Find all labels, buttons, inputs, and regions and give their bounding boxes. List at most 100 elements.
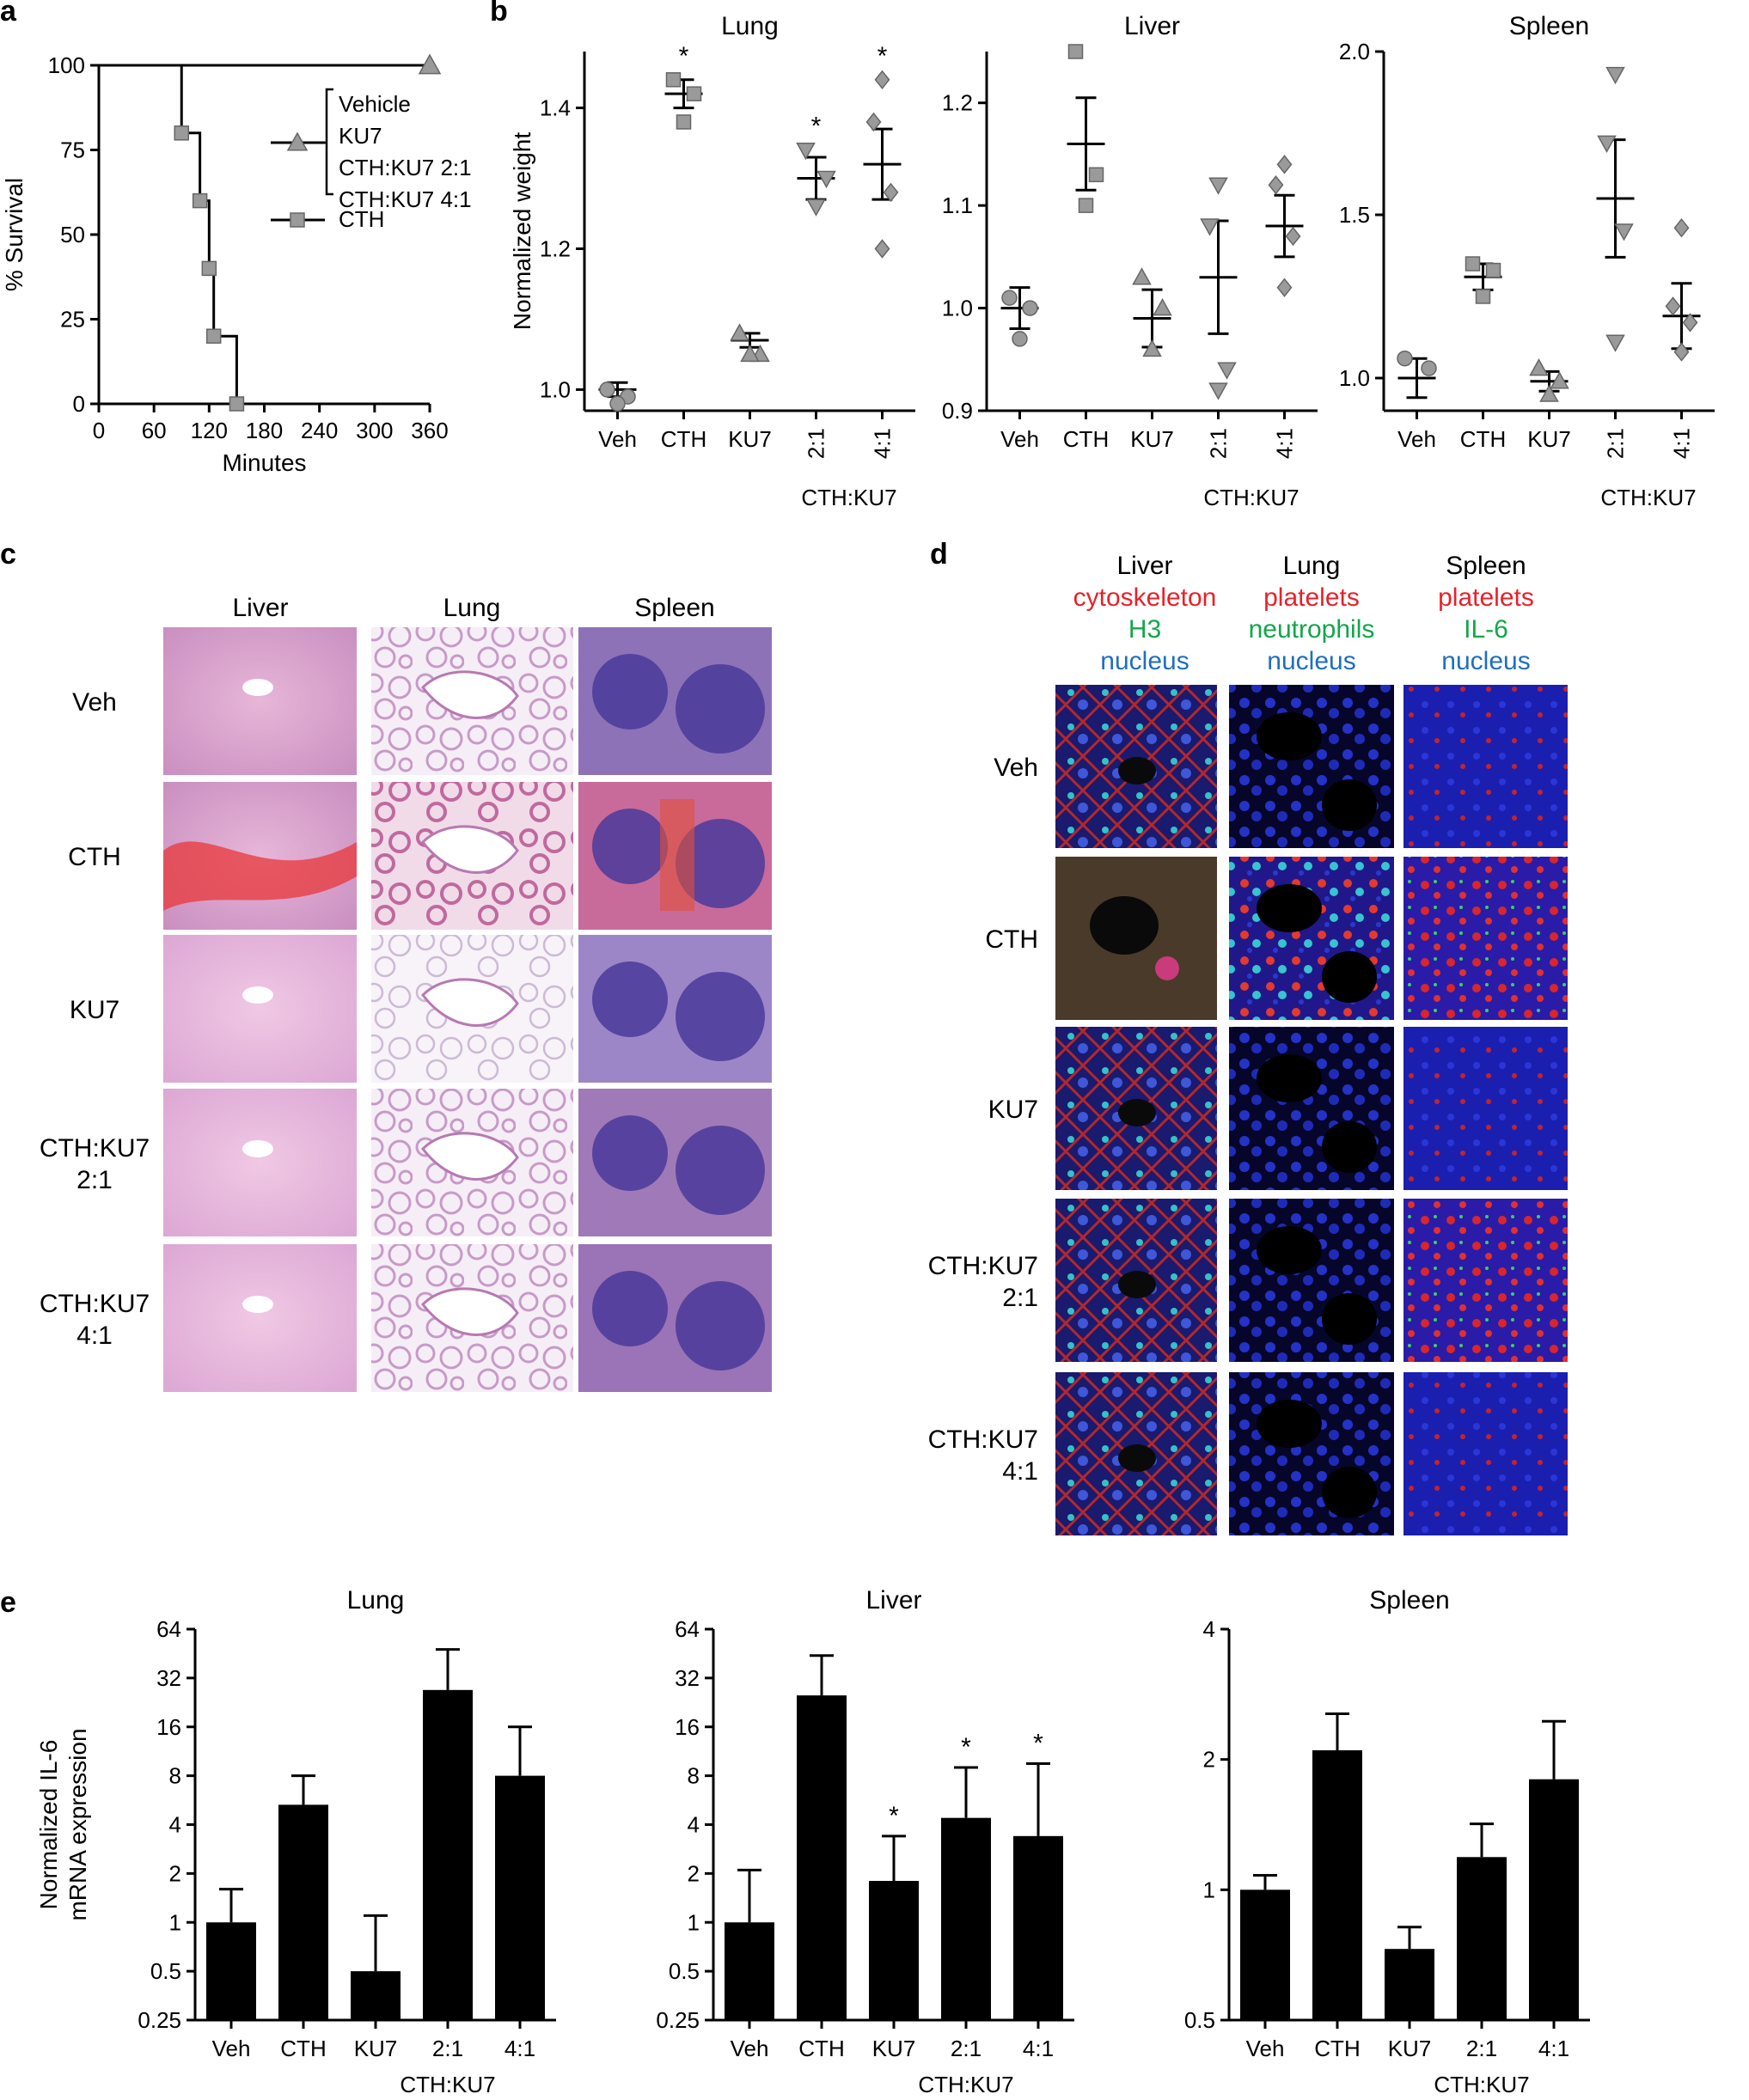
- vessel: [1090, 896, 1159, 955]
- follicle: [592, 961, 668, 1037]
- data-point: [1550, 371, 1569, 389]
- bar: [423, 1689, 473, 2020]
- y-tick-label: 32: [156, 1665, 181, 1691]
- data-point: [1397, 350, 1413, 367]
- data-point: [599, 382, 615, 398]
- hemorrhage: [163, 841, 357, 911]
- row-label: CTH:KU7: [40, 1134, 150, 1163]
- data-point: [1153, 298, 1172, 316]
- x-tick-label: KU7: [1527, 426, 1571, 452]
- y-tick-label: 16: [156, 1714, 181, 1740]
- data-point: [883, 182, 899, 203]
- bar: [941, 1817, 991, 2020]
- fluorescence-image: [1403, 685, 1568, 848]
- x-tick-label: CTH: [1460, 426, 1506, 452]
- bar: [1529, 1779, 1579, 2020]
- panel-b-weight-charts: Lung 1.0 1.2 1.4 Veh CTH * KU7 2:1 * 4:1 * CTH:KU7 No…: [509, 12, 1715, 510]
- y-tick-label: 0.5: [150, 1958, 181, 1984]
- bar: [1312, 1749, 1362, 2020]
- panel-d-col-green-liver: H3: [1128, 615, 1161, 644]
- data-point: [1067, 44, 1084, 59]
- subplot-title: Lung: [347, 1586, 405, 1615]
- y-axis-label-line: mRNA expression: [64, 1728, 91, 1920]
- x-tick-label: Veh: [598, 426, 637, 452]
- y-tick-label: 1.1: [942, 192, 973, 218]
- y-tick-label: 0.5: [669, 1958, 700, 1984]
- subplot-title: Lung: [721, 12, 779, 40]
- x-tick-label: KU7: [1130, 426, 1174, 452]
- x-tick-label: 180: [246, 418, 283, 443]
- weight-subplot-spleen: Spleen 1.0 1.5 2.0 Veh CTH KU7 2:1 4:1 CTH:KU7: [1339, 12, 1715, 510]
- panel-c-col-label-lung: Lung: [443, 594, 501, 622]
- data-point: [874, 239, 890, 259]
- data-point: [1200, 218, 1220, 236]
- panel-letter-d: d: [930, 538, 948, 571]
- x-tick-label: 4:1: [1272, 428, 1298, 459]
- x-tick-label: KU7: [1388, 2036, 1432, 2061]
- y-tick-label: 1.2: [540, 235, 571, 261]
- airspace: [1322, 1121, 1377, 1173]
- y-axis-label: Normalized weight: [509, 132, 535, 331]
- data-point: [676, 114, 692, 130]
- data-point: [665, 72, 682, 88]
- histology-image: [163, 1244, 357, 1392]
- follicle: [676, 664, 765, 754]
- subplot-title: Spleen: [1509, 12, 1589, 40]
- x-tick-label: 2:1: [951, 2036, 982, 2061]
- y-tick-label: 32: [675, 1665, 700, 1691]
- data-point: [1605, 66, 1625, 85]
- follicle: [676, 972, 765, 1061]
- airspace: [1322, 1293, 1377, 1345]
- y-tick-label: 2: [1203, 1747, 1215, 1773]
- fluorescence-image: [1403, 1199, 1568, 1362]
- data-point: [1001, 290, 1018, 306]
- x-tick-label: 4:1: [1669, 428, 1695, 459]
- group-label: CTH:KU7: [1600, 485, 1696, 510]
- histology-image: [163, 935, 357, 1083]
- data-point: [1088, 167, 1104, 183]
- significance-star: *: [679, 42, 689, 70]
- data-point: [806, 198, 826, 217]
- fluorescence-image: [1229, 685, 1394, 848]
- airspace: [1257, 712, 1322, 760]
- y-tick-label: 16: [675, 1714, 700, 1740]
- data-point: [1208, 382, 1228, 400]
- follicle: [676, 819, 765, 908]
- x-tick-label: 4:1: [870, 428, 896, 459]
- y-tick-label: 0.25: [138, 2007, 181, 2033]
- vessel: [242, 1296, 273, 1313]
- airway: [421, 1132, 519, 1181]
- panel-d-fluorescence: Liver cytoskeleton H3 nucleus Lung plate…: [928, 552, 1568, 1535]
- vessel: [242, 679, 273, 696]
- y-tick-label: 1.4: [540, 95, 571, 121]
- group-label: CTH:KU7: [1434, 2072, 1529, 2097]
- significance-star: *: [811, 113, 822, 141]
- panel-a-survival-chart: 0 25 50 75 100 0 60 120 180 240 300 360 Minutes % Sur…: [1, 52, 472, 476]
- legend-marker: [286, 131, 309, 151]
- bar: [206, 1922, 256, 2020]
- subplot-title: Spleen: [1369, 1586, 1449, 1615]
- legend-label: Vehicle: [339, 91, 411, 117]
- y-tick-label: 0: [73, 391, 85, 417]
- x-tick-label: Veh: [212, 2036, 251, 2061]
- data-point: [1673, 342, 1690, 362]
- data-point: [1022, 300, 1038, 316]
- il6-subplot-spleen: Spleen 0.5 1 2 4 Veh CTH KU7 2:1 4:1 CTH:KU7: [1184, 1586, 1590, 2097]
- significance-star: *: [961, 1733, 971, 1761]
- row-label: 2:1: [1002, 1284, 1038, 1312]
- row-label: KU7: [988, 1096, 1038, 1124]
- survival-marker: [192, 192, 208, 209]
- vessel: [1118, 1444, 1156, 1472]
- y-tick-label: 64: [675, 1616, 700, 1642]
- x-tick-label: 2:1: [1206, 428, 1232, 459]
- y-tick-label: 1.0: [942, 296, 973, 321]
- panel-d-col-red-spleen: platelets: [1438, 583, 1534, 612]
- x-tick-label: 0: [93, 418, 105, 443]
- data-point: [1682, 313, 1698, 333]
- data-point: [1421, 360, 1437, 376]
- row-label: Veh: [994, 754, 1038, 782]
- x-tick-label: 2:1: [804, 428, 829, 459]
- vessel: [242, 1140, 273, 1157]
- x-tick-label: 2:1: [432, 2036, 463, 2061]
- legend-label: CTH:KU7 2:1: [339, 155, 472, 180]
